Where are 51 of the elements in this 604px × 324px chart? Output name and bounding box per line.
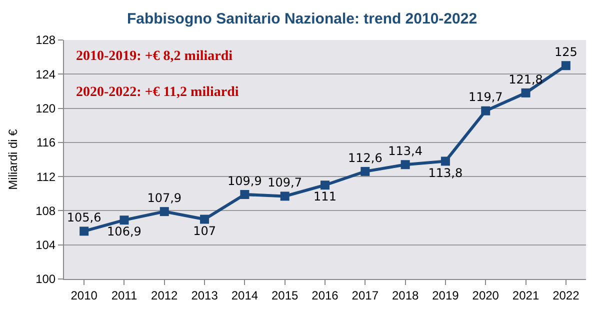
annotation: 2010-2019: +€ 8,2 miliardi (76, 49, 233, 64)
y-tick-label: 100 (36, 272, 56, 286)
y-tick-label: 128 (36, 33, 56, 48)
data-label: 107 (193, 224, 216, 238)
point (280, 192, 290, 201)
point (440, 156, 450, 166)
point (120, 216, 129, 225)
data-label: 107,9 (147, 190, 182, 205)
y-axis-title: Miliardi di € (6, 128, 20, 190)
data-label: 111 (314, 190, 336, 204)
point (240, 190, 250, 199)
x-tick-label: 2021 (512, 288, 540, 302)
chart-title: Fabbisogno Sanitario Nazionale: trend 2010-2022 (126, 10, 478, 28)
data-label: 121,8 (508, 72, 543, 86)
y-tick-label: 112 (36, 170, 56, 184)
y-tick-label: 116 (36, 136, 56, 150)
data-label: 113,4 (388, 144, 422, 158)
y-tick-label: 124 (36, 67, 56, 82)
data-label: 113,8 (428, 166, 463, 180)
data-label: 125 (554, 44, 578, 59)
x-tick-label: 2012 (151, 288, 178, 302)
x-tick-label: 2014 (231, 288, 258, 302)
data-label: 109,7 (268, 176, 302, 190)
data-label: 109,9 (228, 174, 262, 188)
y-tick-label: 104 (36, 238, 56, 252)
point (200, 214, 210, 224)
x-tick-label: 2011 (111, 288, 138, 302)
data-label: 106,9 (107, 224, 142, 239)
x-tick-label: 2019 (432, 288, 460, 302)
y-tick-label: 108 (36, 204, 56, 218)
x-tick-label: 2016 (312, 288, 339, 302)
y-tick-label: 120 (36, 101, 56, 116)
point (481, 106, 490, 116)
x-tick-label: 2015 (272, 288, 299, 302)
x-tick-label: 2013 (191, 288, 218, 302)
point (80, 226, 89, 236)
point (320, 180, 330, 190)
point (400, 160, 410, 170)
x-tick-label: 2017 (352, 288, 379, 302)
x-tick-label: 2020 (472, 288, 500, 302)
x-tick-label: 2010 (70, 288, 98, 302)
data-label: 105,6 (66, 210, 102, 225)
x-tick-label: 2022 (552, 288, 580, 302)
point (160, 207, 169, 216)
point (521, 88, 530, 98)
data-label: 112,6 (348, 150, 382, 165)
point (360, 166, 370, 176)
x-tick-label: 2018 (392, 288, 419, 302)
point (561, 61, 570, 70)
annotation: 2020-2022: +€ 11,2 miliardi (76, 85, 239, 100)
data-label: 119,7 (468, 90, 503, 104)
